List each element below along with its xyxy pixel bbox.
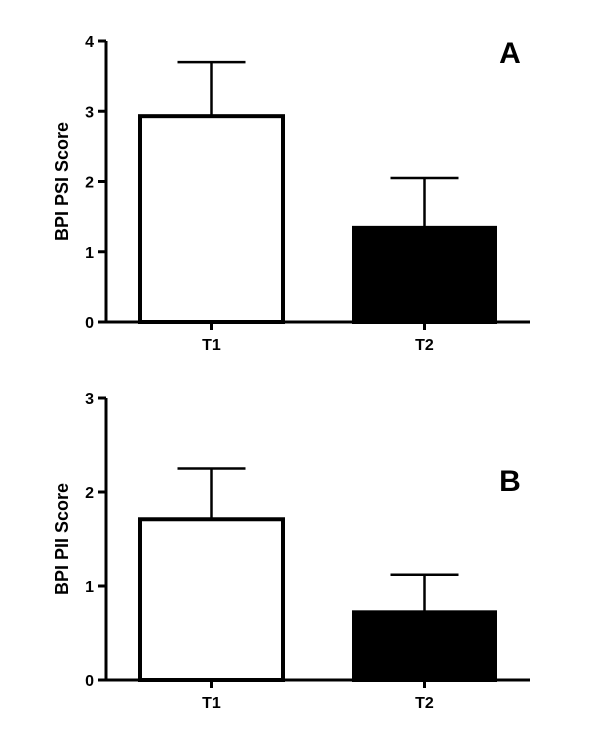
y-tick-label: 4 [85, 34, 94, 51]
x-category-label: T2 [415, 337, 434, 354]
bar-t1 [138, 114, 285, 325]
panel-letter: A [499, 37, 521, 70]
panel-letter: B [499, 465, 521, 498]
y-tick-label: 3 [85, 391, 94, 408]
x-category-label: T1 [202, 337, 221, 354]
bar-t2 [352, 610, 497, 683]
y-tick-label: 0 [85, 673, 94, 690]
x-category-label: T2 [415, 695, 434, 712]
y-axis-label: BPI PII Score [52, 483, 72, 595]
y-tick-label: 2 [85, 485, 94, 502]
panel-a: 0 1 2 3 4 T1 T2 BPI PSI Score A [52, 34, 530, 354]
y-tick-label: 0 [85, 315, 94, 332]
y-tick-label: 2 [85, 175, 94, 192]
y-tick-label: 3 [85, 104, 94, 121]
y-tick-label: 1 [85, 579, 94, 596]
x-category-label: T1 [202, 695, 221, 712]
bar-t2 [352, 225, 497, 325]
y-axis-label: BPI PSI Score [52, 122, 72, 241]
y-tick-label: 1 [85, 245, 94, 262]
panel-b: 0 1 2 3 T1 T2 BPI PII Score B [52, 391, 530, 712]
bar-t1 [138, 517, 285, 683]
